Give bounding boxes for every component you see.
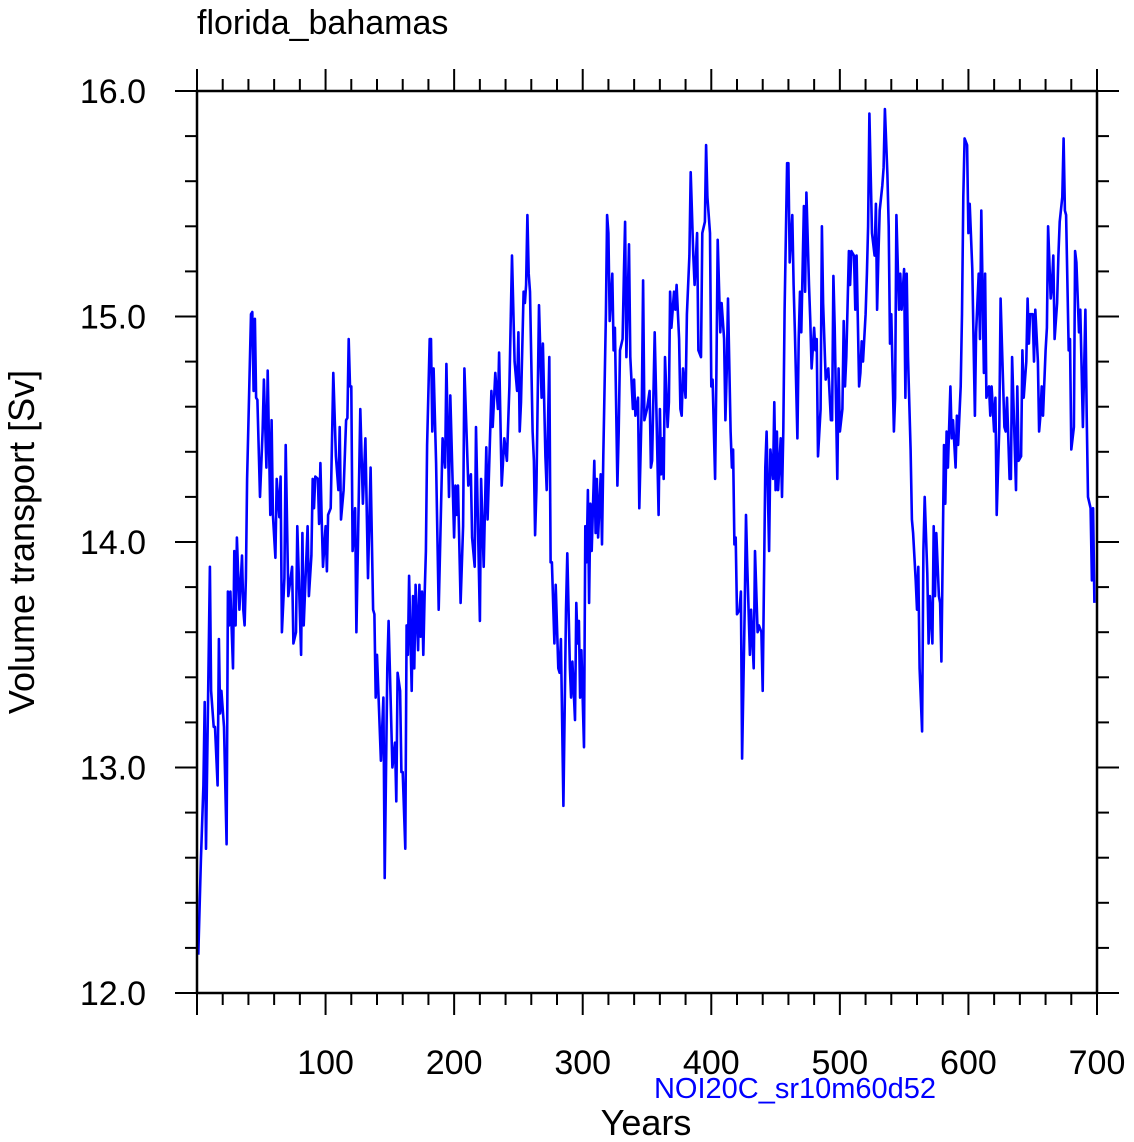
x-tick-label: 500 <box>811 1044 868 1082</box>
y-tick-label: 14.0 <box>80 524 146 562</box>
chart-subtitle: NOI20C_sr10m60d52 <box>654 1073 936 1105</box>
series-line-florida-bahamas <box>197 107 1096 955</box>
y-tick-label: 15.0 <box>80 299 146 337</box>
y-tick-label: 13.0 <box>80 750 146 788</box>
x-tick-label: 200 <box>426 1044 483 1082</box>
axis-tick-labels: 100 200 300 400 500 600 700 12.0 13.0 14.0 15.0 16.… <box>80 73 1126 1082</box>
chart-title: florida_bahamas <box>197 4 448 42</box>
x-tick-label: 600 <box>940 1044 997 1082</box>
x-tick-label: 400 <box>683 1044 740 1082</box>
x-axis-label: Years <box>601 1102 692 1142</box>
x-tick-label: 100 <box>297 1044 354 1082</box>
y-tick-label: 12.0 <box>80 975 146 1013</box>
y-axis-label: Volume transport [Sv] <box>1 370 42 714</box>
plot-frame <box>195 89 1099 995</box>
axis-ticks <box>175 69 1119 1015</box>
y-tick-label: 16.0 <box>80 73 146 111</box>
x-tick-label: 700 <box>1069 1044 1126 1082</box>
x-tick-label: 300 <box>554 1044 611 1082</box>
